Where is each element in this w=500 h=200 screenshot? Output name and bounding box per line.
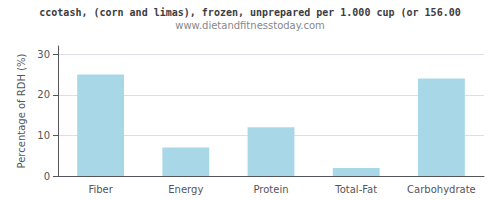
svg-text:Protein: Protein xyxy=(253,184,288,195)
svg-text:Fiber: Fiber xyxy=(88,184,113,195)
svg-text:www.dietandfitnesstoday.com: www.dietandfitnesstoday.com xyxy=(175,20,324,31)
svg-text:10: 10 xyxy=(37,130,50,141)
svg-text:30: 30 xyxy=(37,49,50,60)
svg-text:Energy: Energy xyxy=(168,184,203,195)
svg-text:20: 20 xyxy=(37,89,50,100)
svg-text:0: 0 xyxy=(44,171,50,182)
svg-text:Percentage of RDH (%): Percentage of RDH (%) xyxy=(16,53,27,168)
svg-text:Total-Fat: Total-Fat xyxy=(334,184,377,195)
svg-text:Carbohydrate: Carbohydrate xyxy=(407,184,476,195)
svg-text:ccotash, (corn and limas), fro: ccotash, (corn and limas), frozen, unpre… xyxy=(39,7,460,18)
